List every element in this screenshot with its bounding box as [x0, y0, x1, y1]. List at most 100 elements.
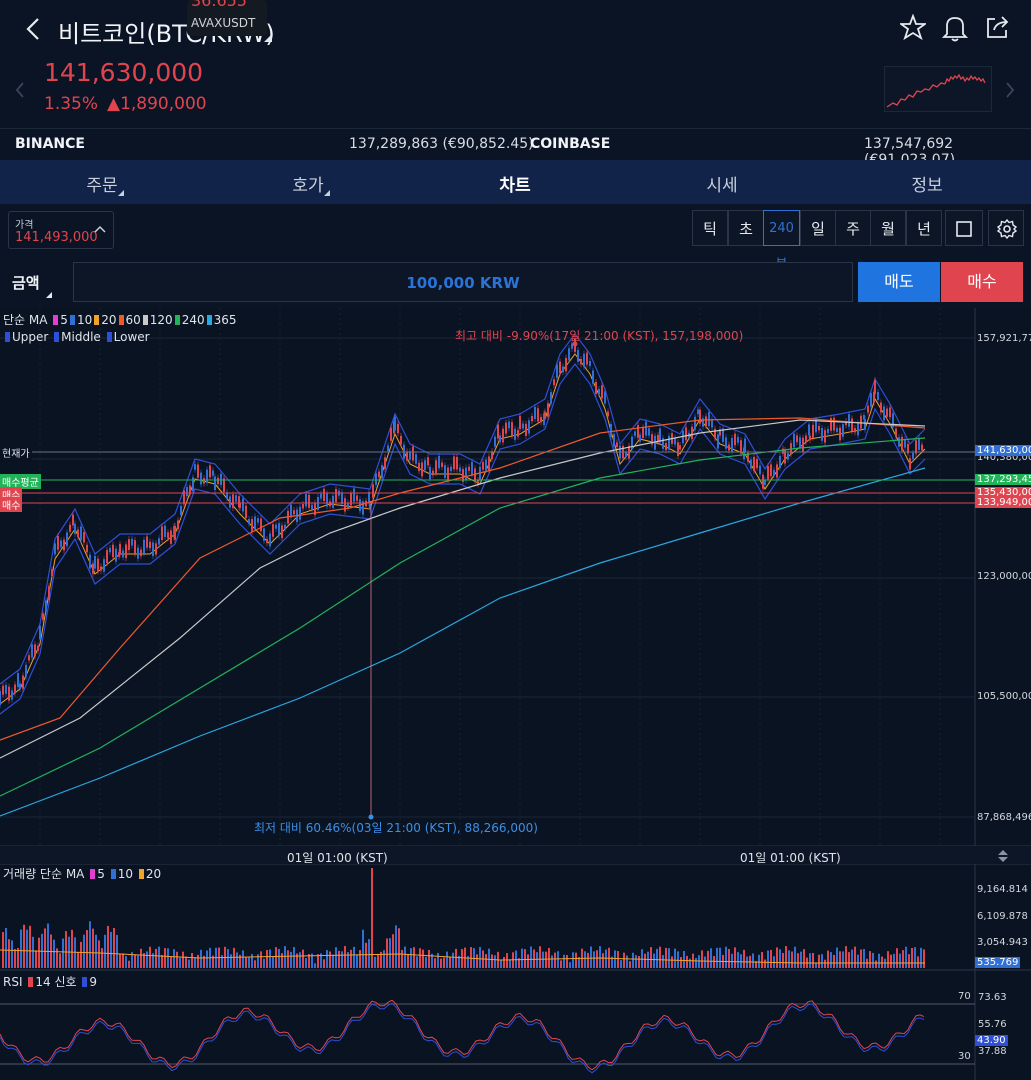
- resize-handle-icon[interactable]: [996, 849, 1010, 863]
- candle-body-243: [702, 418, 704, 427]
- back-icon[interactable]: [24, 16, 42, 42]
- volume-bar-96: [290, 951, 292, 968]
- volume-bar-44: [134, 954, 136, 968]
- high-note: 최고 대비 -9.90%(17일 21:00 (KST), 157,198,00…: [455, 329, 744, 343]
- candle-body-290: [836, 427, 838, 432]
- exchange-value-binance: 137,289,863 (€90,852.45): [349, 136, 534, 152]
- volume-bar-141: [425, 956, 427, 968]
- volume-bar-194: [584, 951, 586, 968]
- candle-body-223: [645, 421, 647, 436]
- ma-period-240: 240: [181, 313, 205, 327]
- tab-info[interactable]: 정보: [911, 176, 943, 196]
- volume-axis-1: 9,164.814: [977, 884, 1028, 895]
- candle-body-264: [762, 474, 764, 489]
- mini-sparkline[interactable]: [884, 66, 992, 112]
- volume-bar-93: [281, 953, 283, 968]
- timeframe-240min[interactable]: 240분: [763, 210, 800, 272]
- candle-body-10: [28, 655, 30, 661]
- amount-label[interactable]: 금액: [12, 274, 40, 292]
- candle-body-270: [779, 455, 781, 468]
- candle-body-139: [400, 435, 402, 445]
- volume-bar-32: [98, 940, 100, 968]
- candle-body-237: [685, 427, 687, 441]
- candle-body-27: [77, 529, 79, 538]
- volume-bar-87: [263, 958, 265, 968]
- amount-input[interactable]: 100,000 KRW: [73, 262, 853, 302]
- prev-coin-icon[interactable]: [14, 80, 26, 100]
- volume-period-5: 5: [97, 867, 105, 881]
- fullscreen-button[interactable]: [945, 210, 983, 246]
- volume-bar-188: [566, 955, 568, 968]
- candle-body-263: [759, 465, 761, 475]
- candle-body-42: [119, 543, 121, 555]
- tab-market[interactable]: 시세: [706, 176, 738, 196]
- price-chart[interactable]: [0, 308, 1031, 1080]
- candle-body-240: [694, 416, 696, 430]
- volume-bar-31: [95, 934, 97, 968]
- popup-symbol: AVAXUSDT: [191, 16, 256, 30]
- candle-body-116: [335, 488, 337, 503]
- candle-body-98: [281, 525, 283, 539]
- title-dropdown-icon[interactable]: [264, 34, 272, 42]
- candle-body-239: [691, 426, 693, 440]
- candle-body-11: [31, 644, 33, 658]
- volume-bar-25: [77, 952, 79, 968]
- low-note: 최저 대비 60.46%(03일 21:00 (KST), 88,266,000…: [254, 821, 538, 835]
- volume-bar-55: [167, 948, 169, 968]
- candle-body-224: [648, 428, 650, 436]
- tab-orderbook[interactable]: 호가: [292, 176, 324, 196]
- buy-button[interactable]: 매수: [941, 262, 1023, 302]
- timeframe-year[interactable]: 년: [906, 210, 942, 246]
- exchange-row: BINANCE 137,289,863 (€90,852.45) COINBAS…: [0, 128, 1031, 168]
- volume-bar-155: [467, 956, 469, 968]
- candle-body-319: [918, 438, 920, 450]
- tab-chart[interactable]: 차트: [499, 176, 531, 196]
- volume-bar-12: [38, 937, 40, 968]
- volume-bar-153: [461, 949, 463, 968]
- candle-body-307: [883, 406, 885, 421]
- candle-body-294: [848, 414, 850, 427]
- volume-bar-59: [179, 957, 181, 968]
- settings-button[interactable]: [988, 210, 1024, 246]
- candle-body-205: [592, 370, 594, 384]
- candle-body-19: [54, 543, 56, 555]
- volume-bar-258: [776, 947, 778, 968]
- sell-button[interactable]: 매도: [858, 262, 940, 302]
- volume-bar-158: [476, 954, 478, 968]
- candle-body-77: [220, 473, 222, 486]
- amount-dropdown-icon[interactable]: [46, 292, 52, 298]
- marker-label-current: 현재가: [0, 445, 32, 460]
- bell-icon[interactable]: [942, 14, 968, 42]
- volume-bar-213: [641, 949, 643, 968]
- candle-body-298: [860, 415, 862, 429]
- candle-body-216: [625, 452, 627, 458]
- volume-bar-57: [173, 949, 175, 968]
- volume-bar-177: [533, 949, 535, 968]
- rsi-signal-period: 9: [89, 975, 97, 989]
- next-coin-icon[interactable]: [1004, 80, 1016, 100]
- ma-swatch-20: [94, 315, 100, 325]
- candle-body-314: [904, 439, 906, 448]
- volume-bar-252: [758, 954, 760, 968]
- candle-body-4: [11, 690, 13, 700]
- volume-bar-6: [20, 929, 22, 968]
- tab-bar: 주문 호가 차트 시세 정보: [0, 160, 1031, 204]
- candle-body-48: [137, 547, 139, 559]
- volume-bar-111: [335, 947, 337, 968]
- ticker-popup[interactable]: 36.655 AVAXUSDT: [187, 0, 267, 36]
- candle-body-28: [80, 526, 82, 541]
- candle-body-150: [432, 470, 434, 476]
- axis-label-4: 105,500,000: [977, 691, 1031, 702]
- timeframe-week[interactable]: 주: [835, 210, 871, 246]
- timeframe-month[interactable]: 월: [870, 210, 906, 246]
- tab-order[interactable]: 주문: [86, 176, 118, 196]
- price-selector[interactable]: 가격 141,493,000: [8, 211, 114, 249]
- timeframe-day[interactable]: 일: [800, 210, 836, 246]
- volume-bar-184: [554, 952, 556, 968]
- timeframe-tick[interactable]: 틱: [692, 210, 728, 246]
- share-icon[interactable]: [985, 14, 1011, 40]
- candle-body-145: [418, 462, 420, 472]
- star-icon[interactable]: [900, 14, 926, 40]
- timeframe-second[interactable]: 초: [728, 210, 764, 246]
- volume-bar-118: [356, 954, 358, 968]
